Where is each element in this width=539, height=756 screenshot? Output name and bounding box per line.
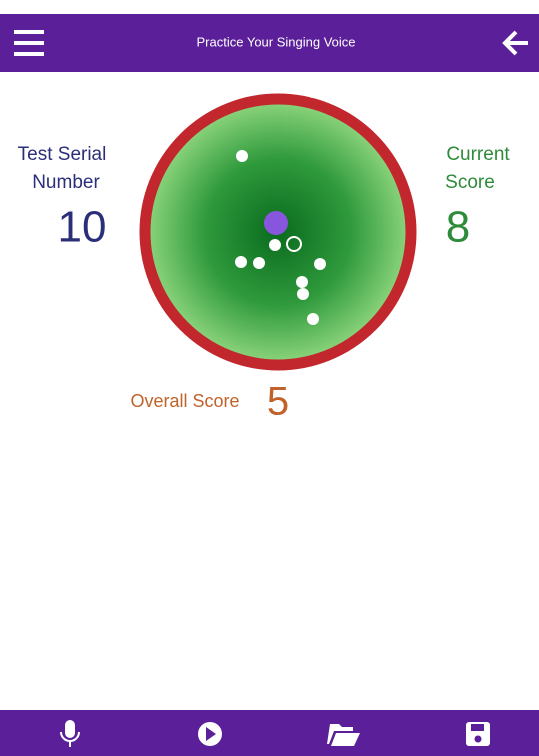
top-bar-bg	[0, 14, 539, 72]
current-value: 8	[446, 203, 470, 252]
play-button[interactable]	[198, 722, 222, 746]
current-label: Score	[445, 172, 495, 193]
mic-button[interactable]	[60, 720, 80, 747]
serial-value: 10	[58, 203, 107, 252]
current-label: Current	[446, 144, 510, 165]
target	[139, 86, 417, 371]
overall-value: 5	[267, 380, 289, 424]
serial-label: Number	[32, 172, 100, 193]
menu-button[interactable]	[14, 30, 44, 56]
open-button[interactable]	[327, 724, 360, 746]
save-button[interactable]	[466, 722, 490, 746]
bottom-bar	[0, 710, 539, 756]
title: Practice Your Singing Voice	[197, 34, 356, 49]
overall-label: Overall Score	[130, 391, 239, 411]
back-button[interactable]	[502, 30, 528, 56]
top-bar: Practice Your Singing Voice	[0, 14, 539, 72]
serial-label: Test Serial	[18, 144, 107, 165]
